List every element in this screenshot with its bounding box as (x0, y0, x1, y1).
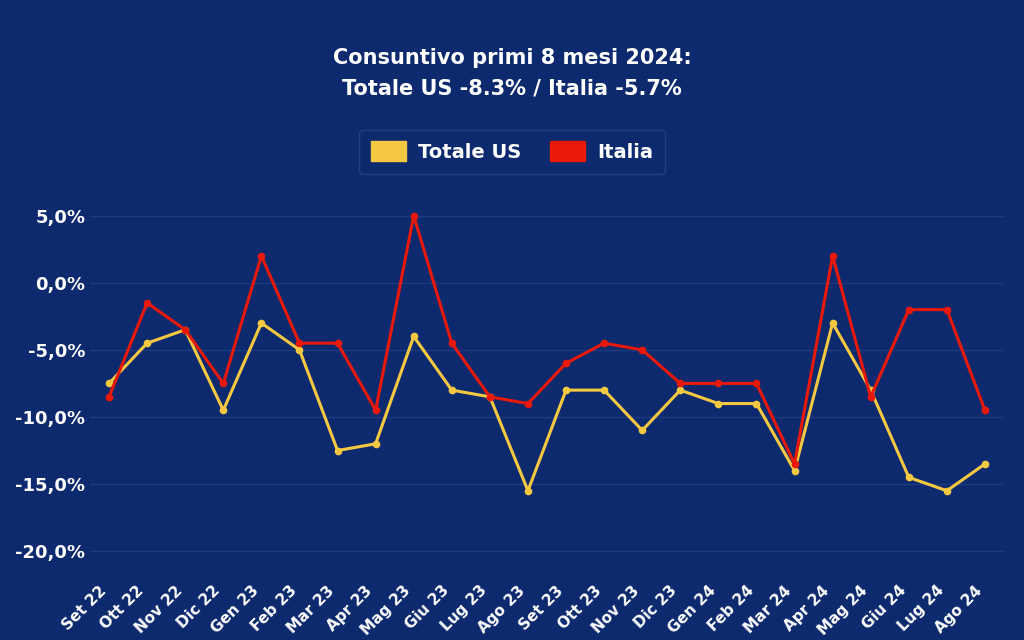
Totale US (788, 467, 801, 474)
Italia (751, 380, 763, 387)
Line: Totale US: Totale US (105, 320, 988, 494)
Italia (141, 299, 154, 307)
Italia (864, 393, 877, 401)
Italia (979, 406, 991, 414)
Line: Italia: Italia (105, 212, 988, 467)
Italia (560, 360, 572, 367)
Italia (102, 393, 115, 401)
Totale US (674, 387, 686, 394)
Text: Totale US -8.3% / Italia -5.7%: Totale US -8.3% / Italia -5.7% (342, 78, 682, 98)
Italia (217, 380, 229, 387)
Italia (788, 460, 801, 468)
Italia (941, 306, 953, 314)
Totale US (598, 387, 610, 394)
Totale US (179, 326, 191, 333)
Totale US (408, 333, 420, 340)
Italia (255, 252, 267, 260)
Totale US (483, 393, 496, 401)
Totale US (902, 474, 914, 481)
Totale US (332, 447, 344, 454)
Totale US (141, 339, 154, 347)
Italia (408, 212, 420, 220)
Totale US (560, 387, 572, 394)
Totale US (979, 460, 991, 468)
Totale US (293, 346, 305, 354)
Italia (522, 400, 535, 408)
Italia (332, 339, 344, 347)
Totale US (255, 319, 267, 327)
Italia (713, 380, 725, 387)
Totale US (751, 400, 763, 408)
Totale US (217, 406, 229, 414)
Totale US (102, 380, 115, 387)
Italia (293, 339, 305, 347)
Italia (902, 306, 914, 314)
Totale US (636, 426, 648, 434)
Italia (636, 346, 648, 354)
Italia (483, 393, 496, 401)
Italia (370, 406, 382, 414)
Totale US (370, 440, 382, 447)
Totale US (445, 387, 458, 394)
Italia (826, 252, 839, 260)
Italia (598, 339, 610, 347)
Italia (674, 380, 686, 387)
Totale US (713, 400, 725, 408)
Totale US (522, 487, 535, 495)
Italia (179, 326, 191, 333)
Totale US (864, 387, 877, 394)
Legend: Totale US, Italia: Totale US, Italia (359, 130, 665, 173)
Italia (445, 339, 458, 347)
Text: Consuntivo primi 8 mesi 2024:: Consuntivo primi 8 mesi 2024: (333, 48, 691, 68)
Totale US (941, 487, 953, 495)
Totale US (826, 319, 839, 327)
